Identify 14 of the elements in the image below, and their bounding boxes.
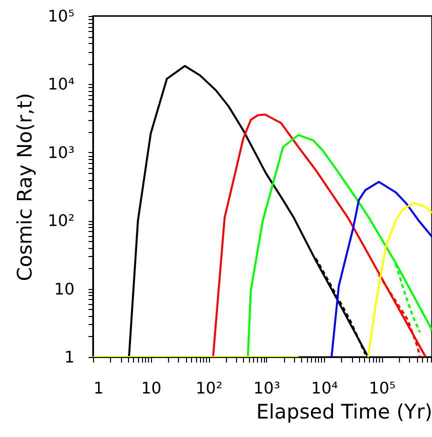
x-tick-label: 10² xyxy=(196,378,222,398)
x-tick-label: 10⁴ xyxy=(311,378,338,398)
y-tick-label: 10⁵ xyxy=(48,6,74,26)
x-axis-title: Elapsed Time (Yr) xyxy=(256,400,432,424)
x-tick-label: 10³ xyxy=(253,378,280,398)
y-axis-title: Cosmic Ray No(r,t) xyxy=(12,92,37,282)
y-tick-label: 10 xyxy=(54,279,74,298)
y-tick-label: 10³ xyxy=(48,142,74,162)
x-tick-label: 10 xyxy=(141,378,162,398)
x-tick-label: 10⁵ xyxy=(368,378,396,398)
x-tick-label: 1 xyxy=(94,378,104,398)
y-tick-label: 10⁴ xyxy=(48,74,74,94)
y-tick-label: 10² xyxy=(48,211,74,230)
y-tick-label: 1 xyxy=(64,348,74,366)
